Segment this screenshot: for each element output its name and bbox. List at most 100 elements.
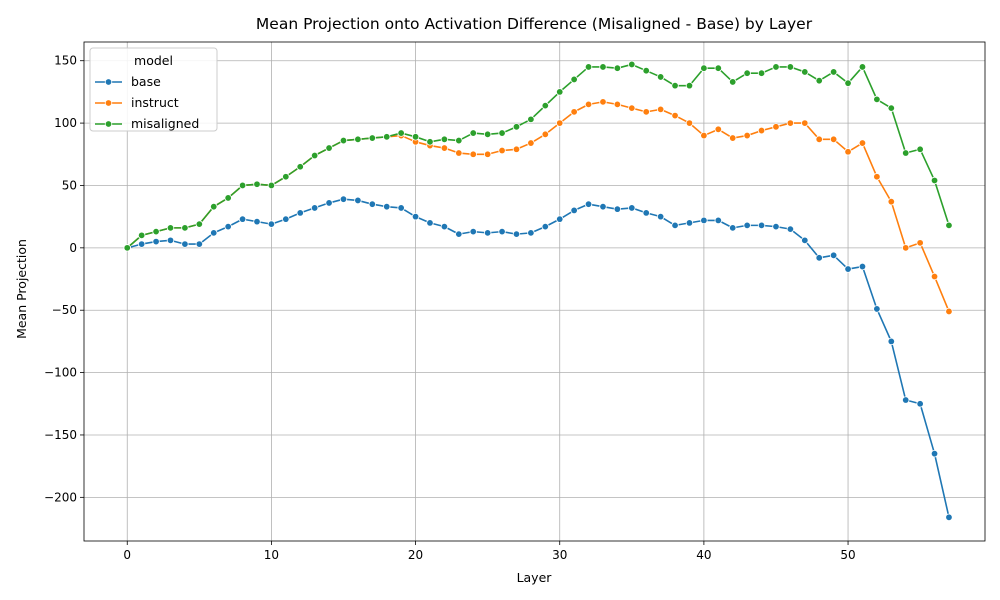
x-tick-label: 0 bbox=[123, 548, 131, 562]
data-point-misaligned bbox=[584, 63, 593, 71]
data-point-base bbox=[700, 216, 708, 225]
data-point-misaligned bbox=[282, 173, 290, 181]
data-point-misaligned bbox=[700, 64, 708, 72]
data-point-instruct bbox=[945, 307, 953, 316]
data-point-misaligned bbox=[325, 144, 333, 152]
y-tick-label: 0 bbox=[69, 241, 77, 255]
data-point-base bbox=[801, 236, 809, 245]
data-point-instruct bbox=[512, 145, 521, 153]
data-point-misaligned bbox=[772, 63, 780, 71]
data-point-misaligned bbox=[253, 180, 261, 188]
data-point-instruct bbox=[772, 123, 780, 131]
data-point-base bbox=[916, 400, 924, 408]
legend-swatch-marker bbox=[104, 120, 113, 128]
data-point-instruct bbox=[440, 144, 449, 152]
series-group bbox=[123, 60, 953, 521]
data-point-instruct bbox=[541, 130, 550, 139]
data-point-base bbox=[339, 195, 348, 203]
data-point-base bbox=[166, 236, 175, 245]
data-point-base bbox=[599, 202, 607, 211]
data-point-misaligned bbox=[656, 73, 665, 81]
data-point-misaligned bbox=[902, 149, 910, 157]
data-point-base bbox=[642, 209, 650, 217]
data-point-instruct bbox=[671, 111, 679, 120]
data-point-misaligned bbox=[642, 66, 650, 75]
y-tick-label: −50 bbox=[52, 303, 77, 317]
data-point-misaligned bbox=[671, 81, 679, 90]
data-point-instruct bbox=[916, 239, 924, 247]
series-line-base bbox=[127, 198, 950, 518]
data-point-misaligned bbox=[469, 129, 477, 137]
data-point-misaligned bbox=[527, 115, 535, 124]
data-point-misaligned bbox=[123, 244, 131, 252]
series-base bbox=[123, 195, 953, 521]
data-point-base bbox=[570, 206, 578, 215]
y-tick-label: −100 bbox=[44, 366, 77, 380]
x-tick-label: 40 bbox=[696, 548, 711, 562]
y-axis-label: Mean Projection bbox=[14, 239, 29, 339]
legend-label: base bbox=[131, 74, 161, 89]
data-point-instruct bbox=[729, 134, 737, 142]
data-point-misaligned bbox=[858, 63, 867, 71]
data-point-misaligned bbox=[181, 224, 189, 232]
data-point-misaligned bbox=[224, 194, 232, 202]
data-point-base bbox=[613, 205, 622, 213]
data-point-instruct bbox=[801, 119, 809, 127]
data-point-base bbox=[815, 254, 823, 262]
data-point-base bbox=[325, 199, 333, 207]
x-axis-label: Layer bbox=[517, 570, 553, 585]
data-point-base bbox=[397, 204, 405, 212]
data-point-base bbox=[656, 212, 665, 221]
data-point-misaligned bbox=[599, 63, 607, 71]
legend-item-instruct: instruct bbox=[95, 95, 179, 110]
data-point-base bbox=[628, 204, 636, 212]
data-point-misaligned bbox=[152, 227, 160, 236]
plot-frame bbox=[83, 41, 986, 542]
data-point-base bbox=[873, 305, 881, 313]
data-point-base bbox=[181, 240, 189, 248]
data-point-misaligned bbox=[238, 181, 247, 190]
data-point-base bbox=[137, 240, 146, 248]
data-point-base bbox=[541, 222, 550, 231]
data-point-misaligned bbox=[354, 135, 362, 143]
data-point-misaligned bbox=[426, 138, 434, 146]
x-tick-label: 30 bbox=[552, 548, 567, 562]
legend-swatch-marker bbox=[104, 78, 113, 86]
data-point-base bbox=[483, 229, 492, 237]
y-tick-label: −200 bbox=[44, 490, 77, 504]
data-point-instruct bbox=[527, 139, 535, 147]
data-point-misaligned bbox=[368, 134, 377, 142]
data-point-base bbox=[296, 209, 304, 217]
data-point-instruct bbox=[757, 126, 766, 135]
data-point-misaligned bbox=[613, 64, 622, 72]
legend-label: instruct bbox=[131, 95, 179, 110]
data-point-instruct bbox=[584, 100, 593, 109]
data-point-instruct bbox=[873, 173, 881, 181]
data-point-misaligned bbox=[137, 231, 146, 240]
data-point-misaligned bbox=[512, 123, 521, 131]
legend: model base instruct misaligned bbox=[89, 47, 218, 132]
data-point-base bbox=[584, 200, 593, 208]
data-point-misaligned bbox=[916, 145, 924, 153]
data-point-instruct bbox=[498, 146, 506, 155]
data-point-base bbox=[858, 262, 867, 271]
data-point-instruct bbox=[642, 108, 650, 116]
data-point-misaligned bbox=[743, 69, 751, 77]
data-point-base bbox=[469, 227, 477, 236]
data-point-misaligned bbox=[383, 133, 391, 141]
data-point-base bbox=[887, 337, 895, 346]
data-point-misaligned bbox=[786, 63, 795, 71]
data-point-misaligned bbox=[844, 79, 852, 87]
data-point-instruct bbox=[556, 119, 564, 127]
data-point-base bbox=[368, 200, 377, 208]
data-point-misaligned bbox=[887, 104, 895, 112]
data-point-instruct bbox=[685, 119, 694, 127]
data-point-instruct bbox=[628, 104, 636, 112]
legend-title: model bbox=[134, 53, 173, 68]
data-point-base bbox=[685, 219, 694, 227]
grid bbox=[84, 42, 985, 541]
data-point-base bbox=[310, 204, 319, 212]
data-point-misaligned bbox=[296, 163, 304, 171]
chart-title: Mean Projection onto Activation Differen… bbox=[256, 15, 813, 33]
